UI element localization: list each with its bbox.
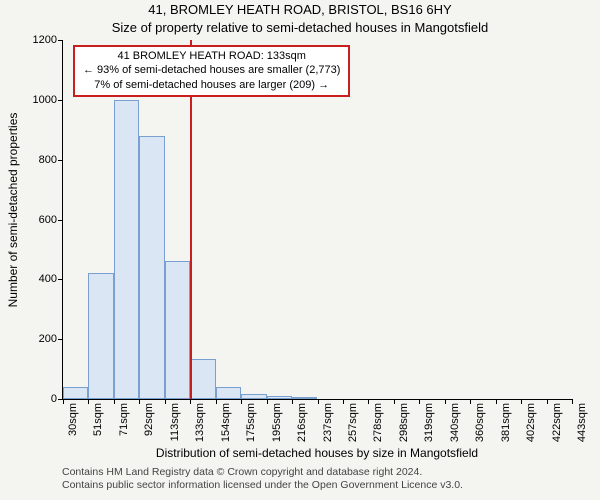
callout-line: 7% of semi-detached houses are larger (2… — [83, 78, 340, 92]
y-tick-label: 600 — [17, 214, 57, 226]
x-tick-label: 113sqm — [169, 403, 181, 449]
histogram-bar — [292, 397, 317, 399]
x-axis-label: Distribution of semi-detached houses by … — [62, 446, 572, 460]
footer-attribution: Contains HM Land Registry data © Crown c… — [62, 466, 592, 492]
x-tick-label: 381sqm — [500, 403, 512, 449]
y-axis-label: Number of semi-detached properties — [6, 0, 20, 420]
x-tick-label: 319sqm — [423, 403, 435, 449]
histogram-bar — [139, 136, 164, 399]
y-tick-label: 200 — [17, 333, 57, 345]
x-tick-label: 340sqm — [449, 403, 461, 449]
x-tick-label: 133sqm — [194, 403, 206, 449]
histogram-bar — [63, 387, 88, 399]
histogram-bar — [216, 387, 241, 399]
histogram-bar — [114, 100, 139, 399]
callout-line: ← 93% of semi-detached houses are smalle… — [83, 63, 340, 77]
x-tick-label: 360sqm — [474, 403, 486, 449]
callout-line: 41 BROMLEY HEATH ROAD: 133sqm — [83, 49, 340, 63]
histogram-bar — [190, 359, 215, 399]
x-tick-label: 257sqm — [347, 403, 359, 449]
y-tick-label: 800 — [17, 154, 57, 166]
x-tick-label: 51sqm — [92, 403, 104, 449]
x-tick-label: 422sqm — [551, 403, 563, 449]
x-tick-label: 30sqm — [67, 403, 79, 449]
y-tick-label: 1200 — [17, 34, 57, 46]
x-tick-label: 278sqm — [372, 403, 384, 449]
y-tick-label: 400 — [17, 273, 57, 285]
x-tick-label: 92sqm — [143, 403, 155, 449]
callout-box: 41 BROMLEY HEATH ROAD: 133sqm← 93% of se… — [73, 45, 350, 97]
x-tick-label: 298sqm — [398, 403, 410, 449]
x-tick-label: 216sqm — [296, 403, 308, 449]
histogram-bar — [267, 396, 292, 399]
histogram-plot: 02004006008001000120030sqm51sqm71sqm92sq… — [62, 40, 572, 400]
footer-line-2: Contains public sector information licen… — [62, 479, 463, 491]
x-tick-label: 237sqm — [322, 403, 334, 449]
x-tick-label: 402sqm — [525, 403, 537, 449]
histogram-bar — [241, 394, 266, 399]
chart-title-main: 41, BROMLEY HEATH ROAD, BRISTOL, BS16 6H… — [0, 2, 600, 17]
chart-title-sub: Size of property relative to semi-detach… — [0, 20, 600, 35]
x-tick-label: 175sqm — [245, 403, 257, 449]
x-tick-label: 154sqm — [220, 403, 232, 449]
x-tick-label: 195sqm — [271, 403, 283, 449]
y-tick-label: 1000 — [17, 94, 57, 106]
footer-line-1: Contains HM Land Registry data © Crown c… — [62, 466, 422, 478]
histogram-bar — [165, 261, 190, 399]
x-tick-label: 443sqm — [576, 403, 588, 449]
histogram-bar — [88, 273, 113, 399]
y-tick-label: 0 — [17, 393, 57, 405]
x-tick-label: 71sqm — [118, 403, 130, 449]
